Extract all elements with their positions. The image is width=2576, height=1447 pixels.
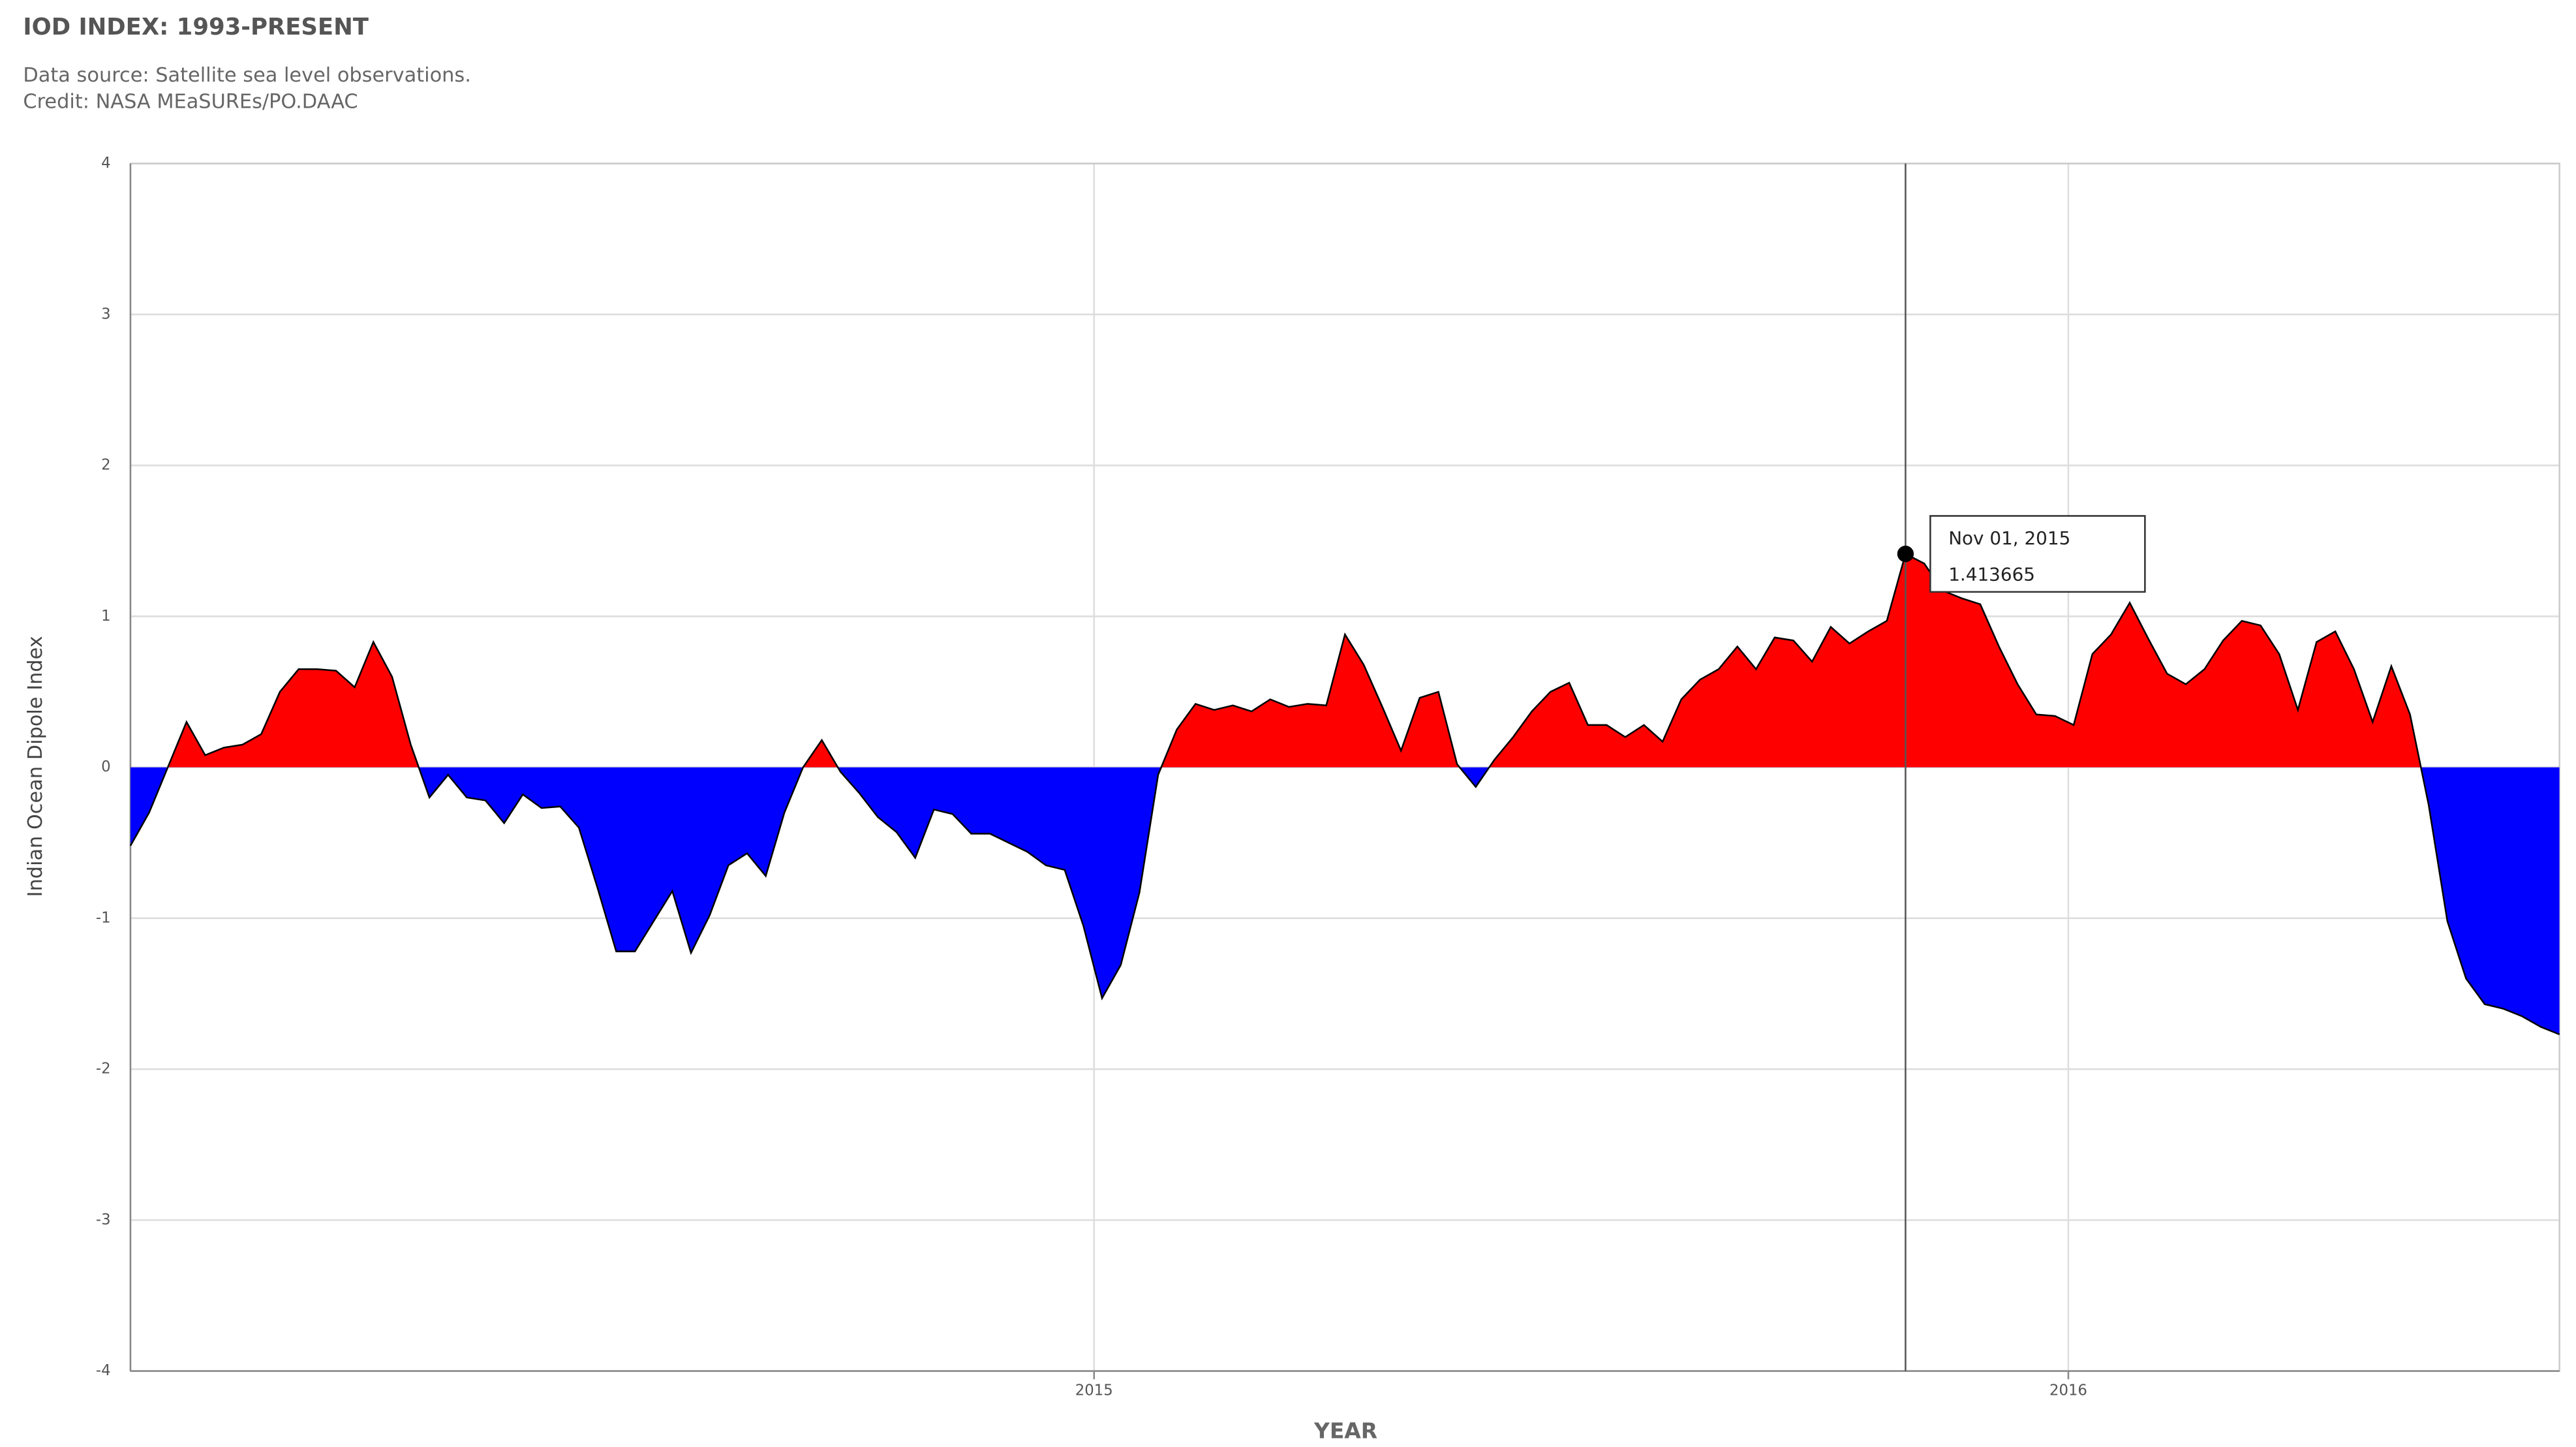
y-tick-label: 0 (101, 758, 110, 775)
y-axis-label: Indian Ocean Dipole Index (24, 636, 47, 897)
chart-title: IOD INDEX: 1993-PRESENT (23, 14, 368, 40)
subtitle: Credit: NASA MEaSUREs/PO.DAAC (23, 90, 358, 113)
subtitle: Data source: Satellite sea level observa… (23, 64, 470, 87)
x-tick-label: 2016 (2049, 1382, 2087, 1399)
x-tick-label: 2015 (1075, 1382, 1113, 1399)
y-tick-label: 4 (101, 155, 110, 172)
x-axis-label: YEAR (1313, 1418, 1377, 1444)
y-tick-label: -2 (96, 1061, 111, 1078)
y-tick-label: -3 (96, 1211, 111, 1228)
y-tick-label: -4 (96, 1362, 111, 1379)
tooltip-box (1929, 515, 2146, 593)
positive-area (130, 553, 2560, 768)
line (129, 552, 2560, 1036)
tooltip-value: 1.413665 (1948, 564, 2035, 585)
tooltip-date: Nov 01, 2015 (1948, 527, 2070, 549)
negative-area (130, 767, 2560, 1035)
y-tick-label: 1 (101, 608, 110, 625)
y-tick-label: -1 (96, 909, 111, 926)
y-tick-label: 2 (101, 457, 110, 474)
hover-point (1897, 545, 1914, 563)
y-tick-label: 3 (101, 305, 110, 322)
